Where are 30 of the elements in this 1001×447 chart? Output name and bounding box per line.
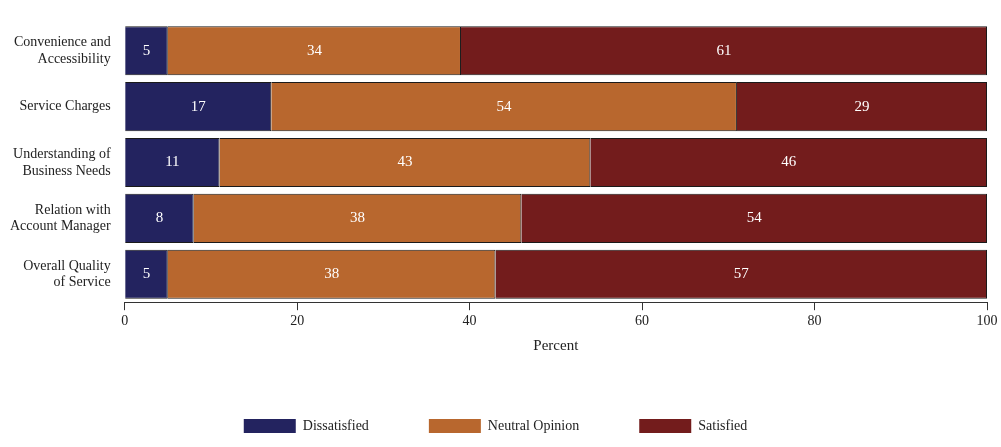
y-tick-label: Relation with Account Manager — [9, 201, 112, 234]
data-label: 38 — [324, 265, 340, 282]
data-label: 57 — [733, 265, 750, 282]
legend-label: Neutral Opinion — [487, 417, 580, 433]
legend-label: Satisfied — [698, 417, 748, 433]
x-tick-label: 40 — [462, 313, 477, 329]
data-label: 46 — [781, 153, 797, 170]
x-tick-label: 60 — [635, 313, 650, 329]
x-tick-label: 0 — [121, 313, 129, 329]
x-tick-label: 20 — [290, 313, 305, 329]
data-label: 17 — [190, 97, 207, 114]
legend-label: Dissatisfied — [302, 417, 369, 433]
x-tick-label: 80 — [807, 313, 822, 329]
y-tick-label: Service Charges — [19, 98, 111, 114]
data-label: 5 — [142, 265, 151, 282]
data-label: 38 — [350, 209, 366, 226]
x-axis-title: Percent — [533, 336, 580, 353]
y-tick-label: Convenience and Accessibility — [13, 34, 111, 66]
y-tick-label: Overall Quality of Service — [23, 257, 111, 290]
data-label: 34 — [306, 41, 323, 58]
y-tick-label: Understanding of Business Needs — [13, 145, 112, 178]
data-label: 11 — [165, 153, 180, 170]
data-label: 5 — [142, 41, 151, 58]
data-label: 61 — [716, 41, 732, 58]
data-label: 29 — [854, 97, 870, 114]
x-tick-label: 100 — [976, 313, 998, 329]
data-label: 8 — [155, 209, 164, 226]
data-label: 54 — [496, 97, 513, 114]
data-label: 43 — [397, 153, 413, 170]
data-label: 54 — [746, 209, 763, 226]
